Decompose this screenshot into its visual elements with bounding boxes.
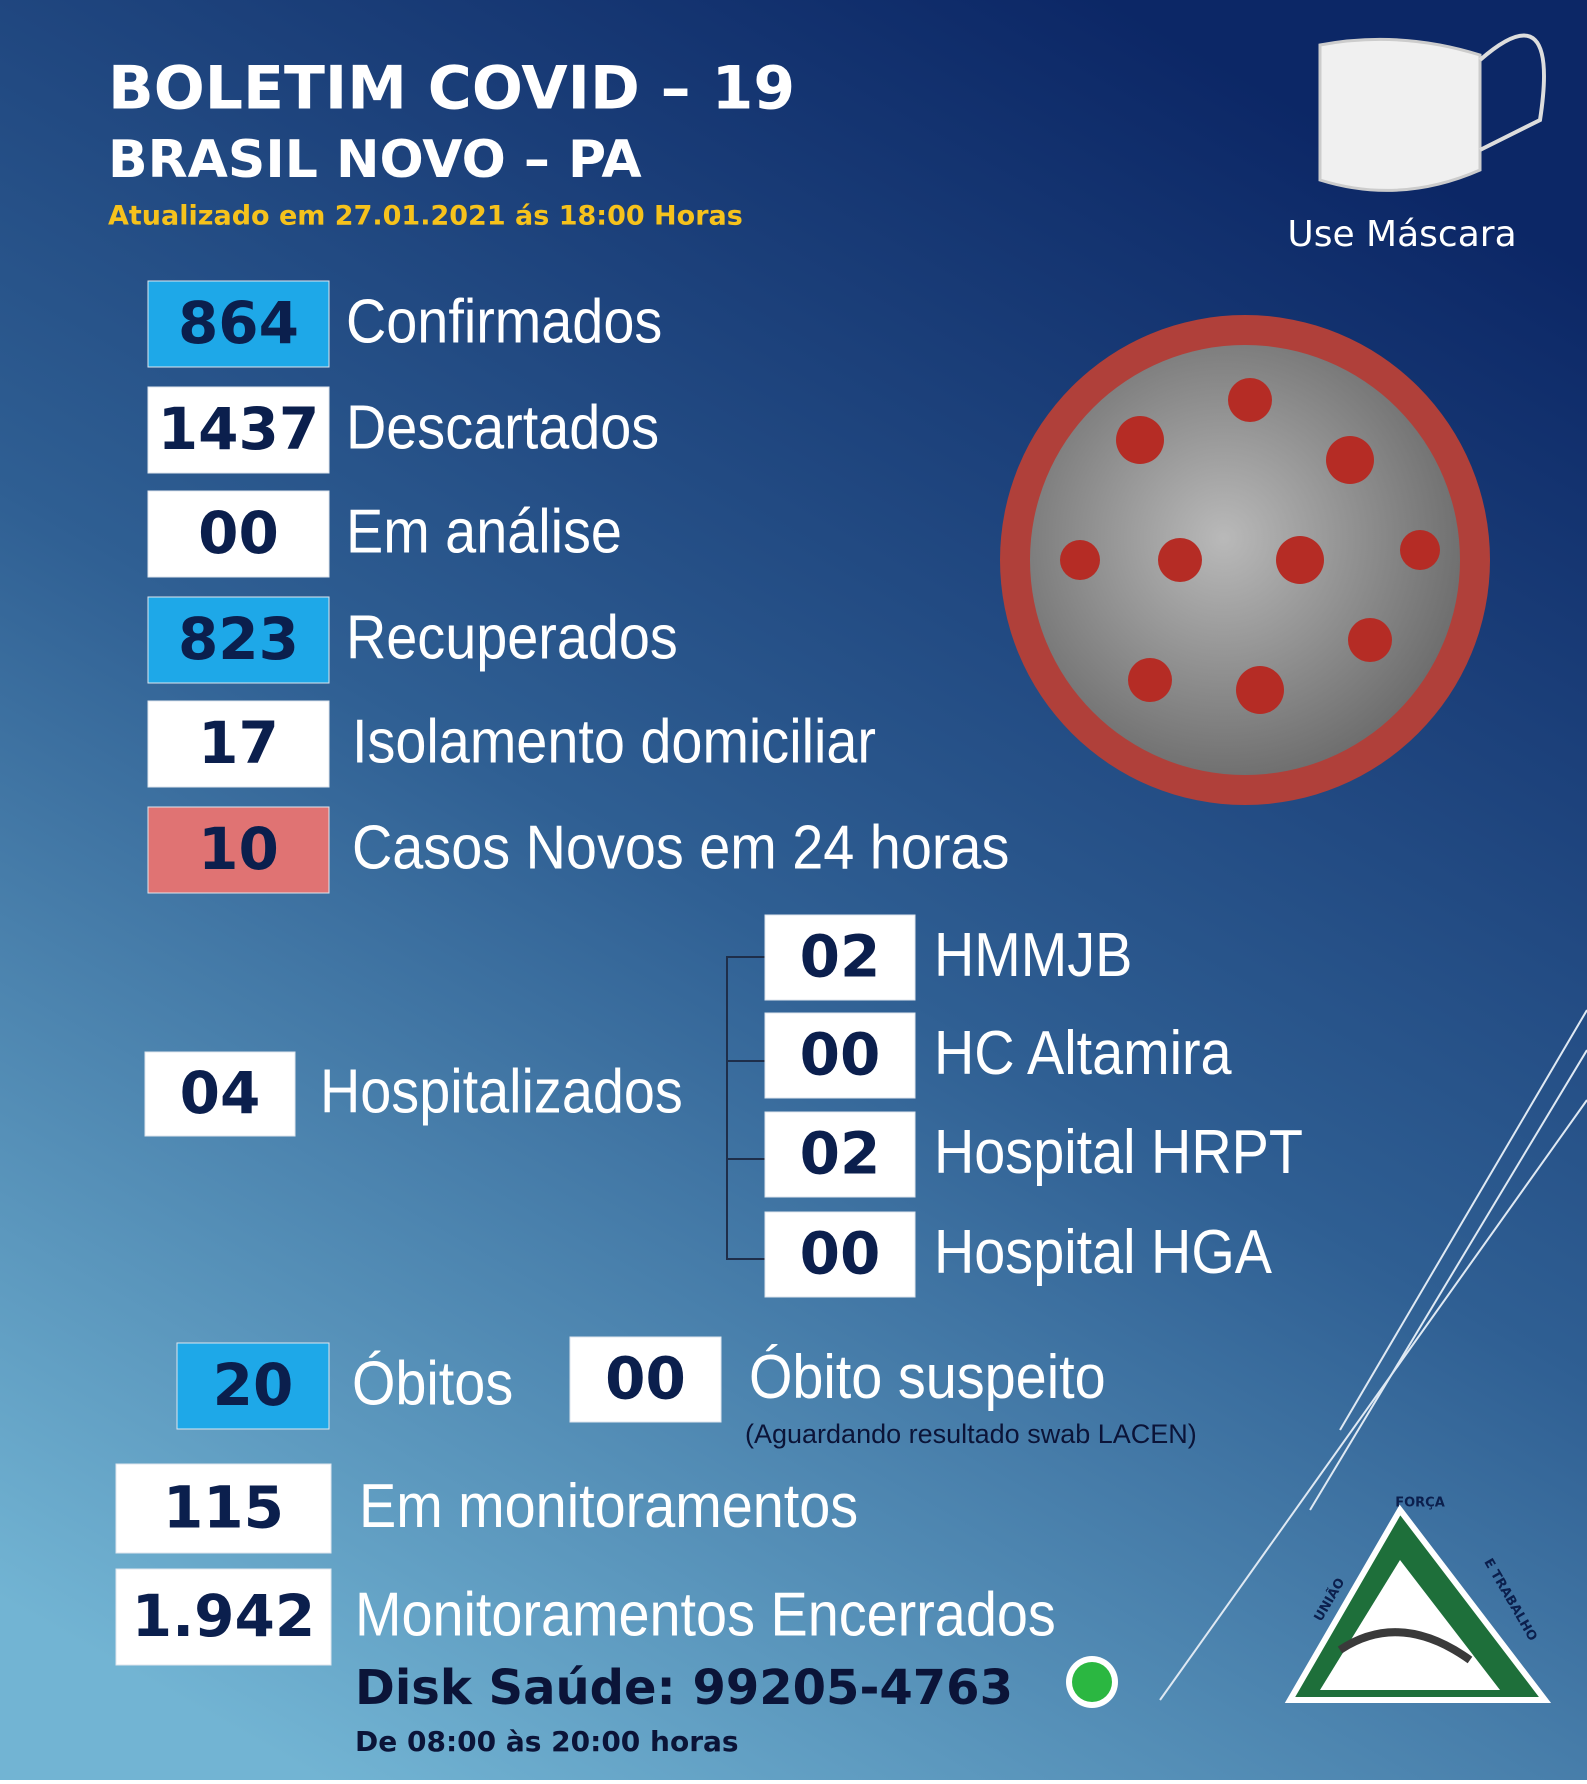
value: 02 [800,923,881,991]
logo-text: FORÇA [1395,1496,1445,1511]
label: Recuperados [346,604,678,672]
bracket [726,956,765,1260]
value-box [147,490,330,578]
value-box [115,1568,332,1666]
label: Óbitos [352,1350,513,1418]
updated: Atualizado em 27.01.2021 ás 18:00 Horas [108,201,743,232]
label: Em análise [346,498,622,566]
label: HMMJB [934,921,1132,989]
location: BRASIL NOVO – PA [108,130,642,190]
mask-label: Use Máscara [1287,214,1516,255]
label: Descartados [346,394,659,462]
value-box [144,1051,296,1137]
value-box [764,1211,916,1298]
value-box [147,386,330,474]
value: 00 [605,1345,686,1413]
mask-icon [1318,33,1546,192]
label: Em monitoramentos [359,1472,858,1540]
value-box [764,1012,916,1099]
title: BOLETIM COVID – 19 [108,54,795,124]
hours: De 08:00 às 20:00 horas [355,1725,739,1758]
value: 10 [198,815,279,883]
value-box [147,596,330,684]
value: 1.942 [132,1582,315,1650]
value-box [764,1111,916,1198]
value-box [147,280,330,368]
value-box [147,806,330,894]
value: 17 [198,709,279,777]
value: 1437 [158,395,319,463]
label: Confirmados [346,288,662,356]
label: Hospital HGA [934,1218,1273,1286]
phone: Disk Saúde: 99205-4763 [355,1660,1013,1716]
value: 00 [198,499,279,567]
value: 02 [800,1120,881,1188]
value: 00 [800,1220,881,1288]
value-box [569,1336,722,1423]
whatsapp-icon [1066,1656,1118,1708]
value: 115 [163,1474,284,1542]
value-box [147,700,330,788]
value: 04 [180,1059,261,1127]
value: 864 [178,289,299,357]
value: 00 [800,1021,881,1089]
label: HC Altamira [934,1019,1232,1087]
label: Hospital HRPT [934,1118,1303,1186]
value-box [176,1342,330,1430]
value-box [115,1463,332,1554]
note: (Aguardando resultado swab LACEN) [745,1419,1197,1449]
value: 20 [213,1351,294,1419]
label: Óbito suspeito [749,1343,1106,1411]
value: 823 [178,605,299,673]
label: Hospitalizados [320,1058,683,1126]
value-box [764,914,916,1001]
label: Monitoramentos Encerrados [355,1581,1056,1649]
label: Casos Novos em 24 horas [352,814,1009,882]
virus-illustration [1000,315,1490,805]
decor-lines [1159,1009,1587,1701]
label: Isolamento domiciliar [352,708,876,776]
